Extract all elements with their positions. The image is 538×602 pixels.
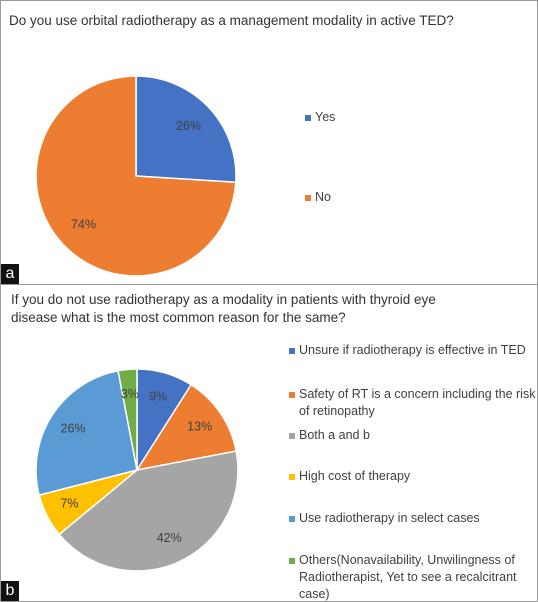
legend-label: Safety of RT is a concern including the … — [299, 387, 536, 418]
legend-swatch — [289, 348, 295, 354]
slice-label: 7% — [60, 497, 78, 511]
slice-label: 3% — [121, 387, 139, 401]
legend-swatch — [289, 558, 295, 564]
chart-title: If you do not use radiotherapy as a moda… — [11, 292, 436, 325]
slice-label: 13% — [187, 420, 212, 434]
pie-slice — [135, 75, 237, 184]
legend-swatch — [289, 516, 295, 522]
panel-label: b — [1, 581, 19, 601]
pie-slice — [135, 383, 238, 472]
legend-swatch — [289, 392, 295, 398]
legend-label: Yes — [315, 110, 336, 124]
legend-swatch — [305, 115, 311, 121]
chart-title: Do you use orbital radiotherapy as a man… — [9, 13, 454, 28]
legend-swatch — [305, 195, 311, 201]
legend-swatch — [289, 433, 295, 439]
panel-label: a — [1, 264, 19, 284]
pie-chart: 26% 74% — [35, 75, 237, 277]
pie-slice — [117, 368, 138, 471]
pie-slice — [35, 369, 138, 497]
legend-swatch — [289, 474, 295, 480]
pie-chart: 9% 13% 42% 7% 26% 3% — [35, 368, 239, 572]
legend-label: High cost of therapy — [299, 469, 411, 483]
pie-slice — [35, 75, 237, 277]
panel: Do you use orbital radiotherapy as a man… — [1, 1, 537, 284]
slice-label: 26% — [176, 119, 201, 133]
slice-label: 42% — [157, 531, 182, 545]
slice-label: 9% — [149, 390, 167, 404]
legend-label: Use radiotherapy in select cases — [299, 511, 480, 525]
panel: If you do not use radiotherapy as a moda… — [1, 284, 537, 601]
slice-label: 26% — [61, 422, 86, 436]
legend-label: Others(Nonavailability, Unwilingness of … — [299, 553, 517, 601]
legend-label: Both a and b — [299, 428, 370, 442]
legend-label: No — [315, 190, 331, 204]
legend-label: Unsure if radiotherapy is effective in T… — [299, 343, 526, 357]
pie-slice — [58, 450, 239, 572]
slice-label: 74% — [71, 218, 96, 232]
